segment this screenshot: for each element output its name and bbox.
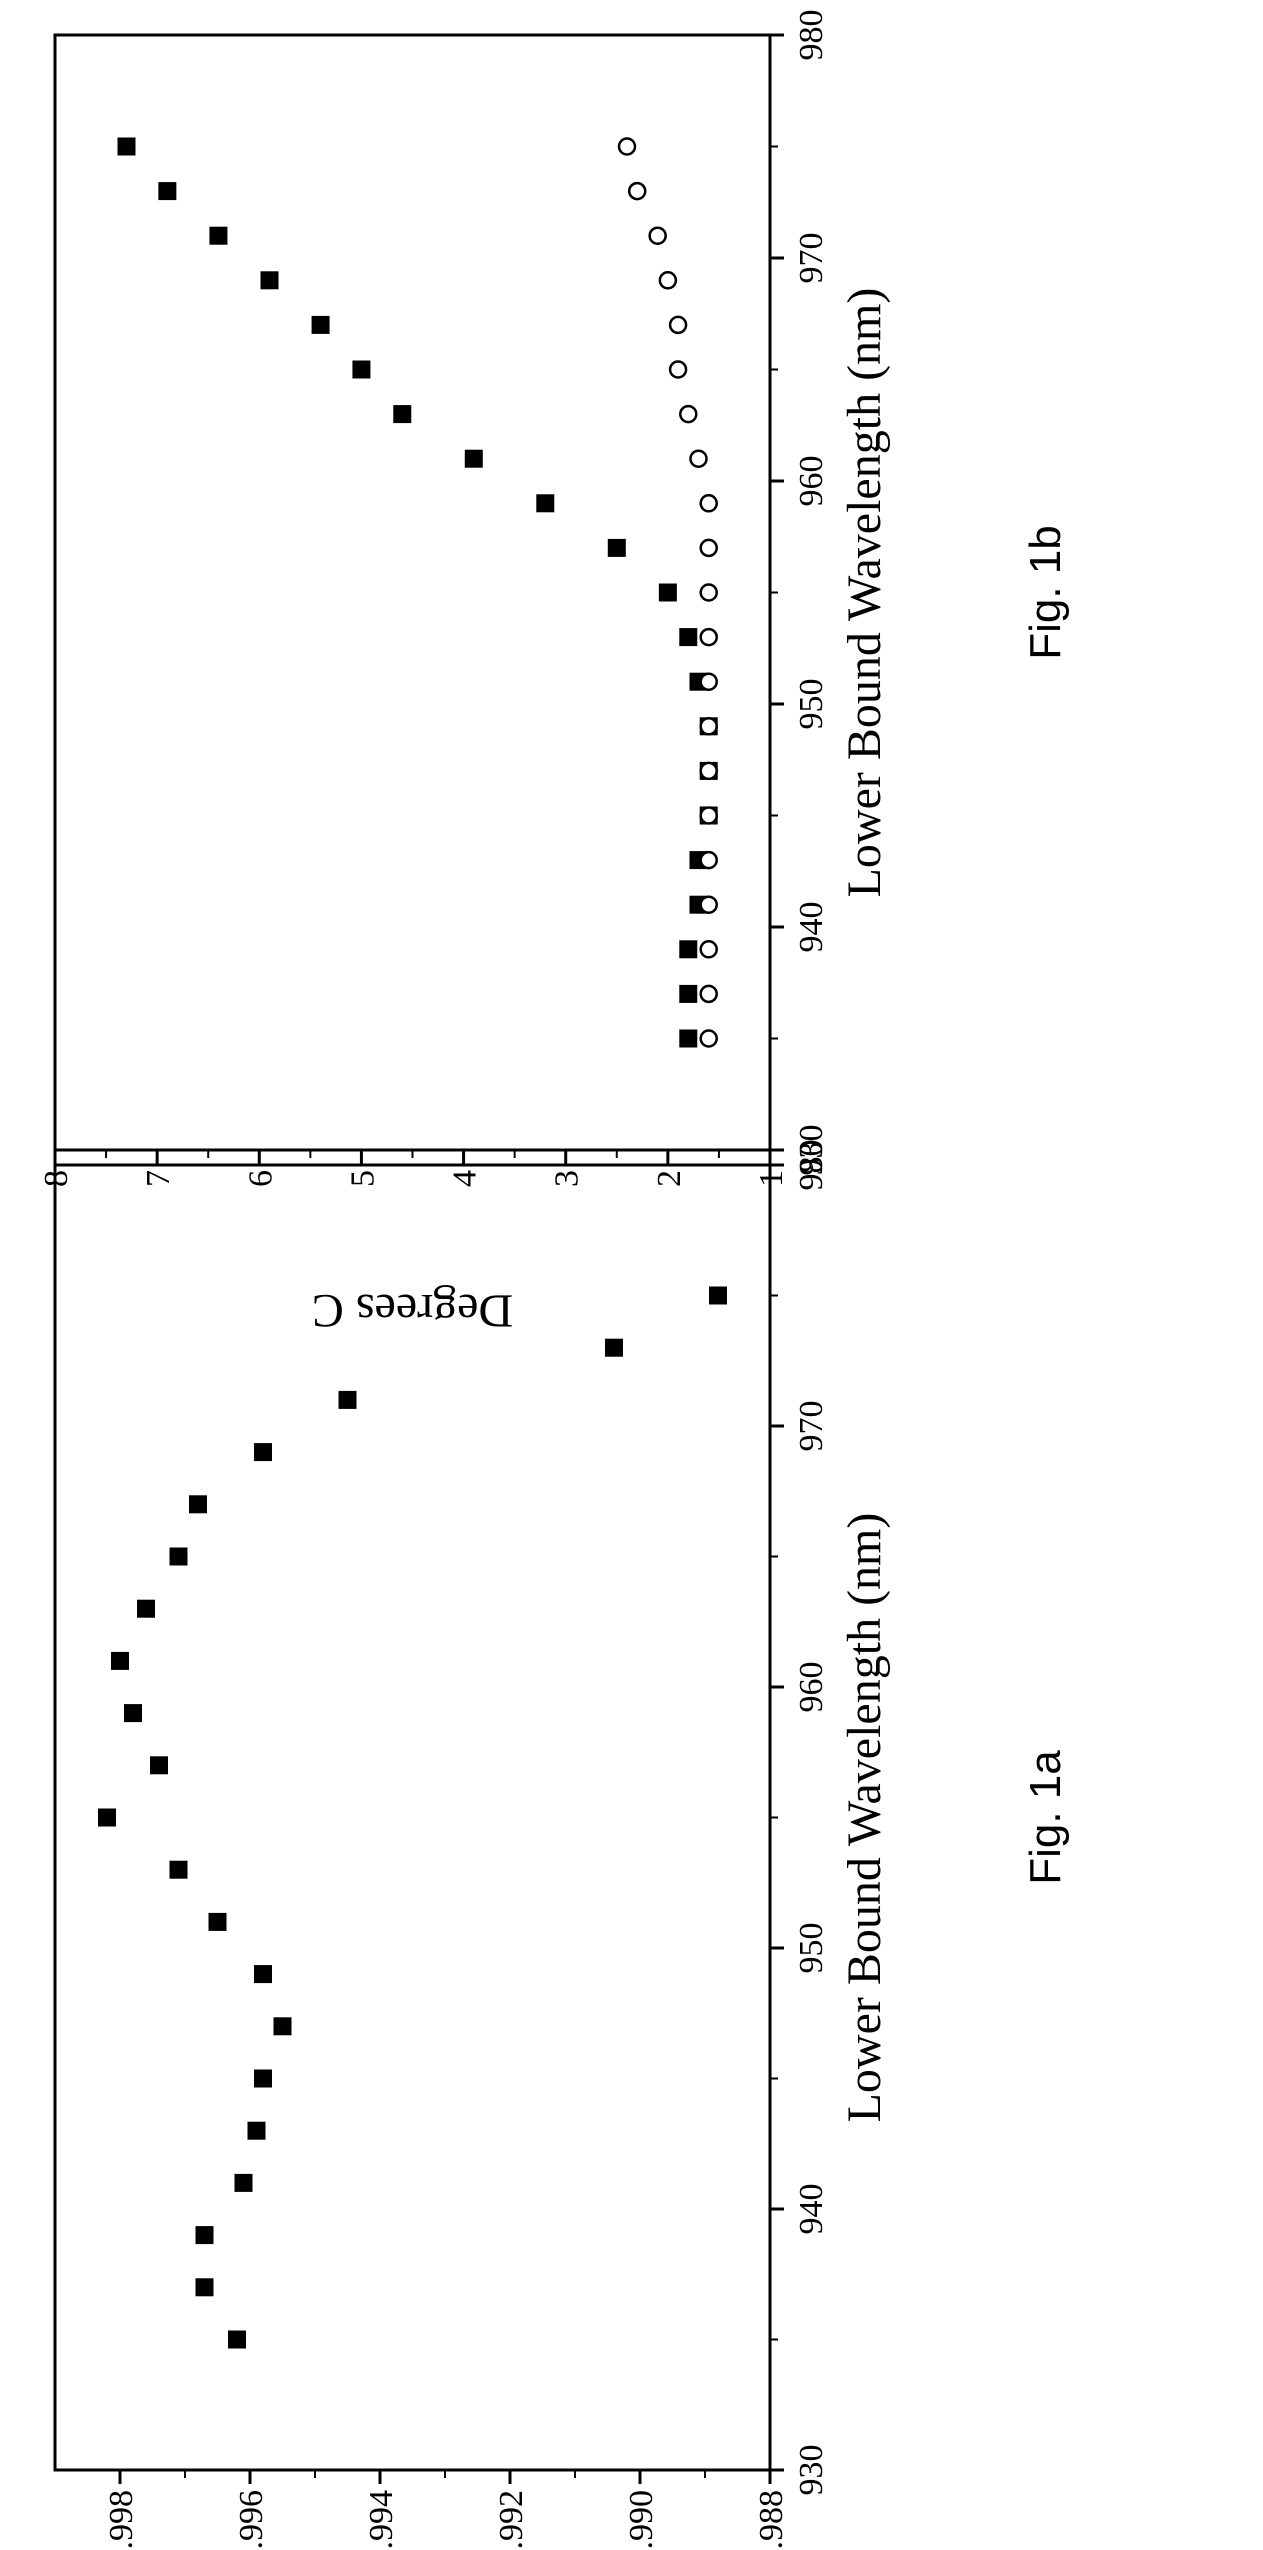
y-tick-label: 7 — [140, 1170, 177, 1187]
data-point-open-circle — [701, 763, 717, 779]
y-tick-label: 0.990 — [623, 2490, 660, 2550]
data-point-filled-square — [209, 227, 227, 245]
data-point-open-circle — [701, 540, 717, 556]
data-point-open-circle — [629, 183, 645, 199]
data-point-filled-square — [150, 1756, 168, 1774]
data-point-open-circle — [701, 941, 717, 957]
data-point-open-circle — [691, 451, 707, 467]
data-point-filled-square — [98, 1809, 116, 1827]
x-axis-title: Lower Bound Wavelength (nm) — [838, 1513, 891, 2123]
data-point-open-circle — [701, 852, 717, 868]
y-tick-label: 3 — [549, 1170, 586, 1187]
plot-frame — [55, 1165, 770, 2470]
data-point-open-circle — [701, 585, 717, 601]
data-point-open-circle — [660, 272, 676, 288]
data-point-open-circle — [701, 495, 717, 511]
data-point-filled-square — [312, 316, 330, 334]
data-point-filled-square — [196, 2226, 214, 2244]
chart-fig-1a: 9309409509609709800.9880.9900.9920.9940.… — [55, 1140, 1070, 2550]
data-point-filled-square — [605, 1339, 623, 1357]
x-tick-label: 950 — [793, 679, 830, 730]
data-point-filled-square — [536, 494, 554, 512]
data-point-open-circle — [701, 674, 717, 690]
x-tick-label: 940 — [793, 902, 830, 953]
data-point-filled-square — [465, 450, 483, 468]
y-tick-label: 5 — [344, 1170, 381, 1187]
x-tick-label: 970 — [793, 233, 830, 284]
data-point-open-circle — [670, 317, 686, 333]
y-tick-label: 8 — [38, 1170, 75, 1187]
data-point-filled-square — [679, 940, 697, 958]
x-axis-title: Lower Bound Wavelength (nm) — [838, 288, 891, 898]
data-point-filled-square — [189, 1495, 207, 1513]
y-tick-label: 6 — [242, 1170, 279, 1187]
data-point-filled-square — [659, 584, 677, 602]
data-point-filled-square — [393, 405, 411, 423]
data-point-filled-square — [170, 1548, 188, 1566]
data-point-filled-square — [254, 2070, 272, 2088]
y-tick-label: 1 — [753, 1170, 790, 1187]
data-point-filled-square — [170, 1861, 188, 1879]
x-tick-label: 970 — [793, 1401, 830, 1452]
x-tick-label: 960 — [793, 1662, 830, 1713]
data-point-open-circle — [701, 1031, 717, 1047]
data-point-filled-square — [261, 271, 279, 289]
x-tick-label: 980 — [793, 10, 830, 61]
data-point-filled-square — [137, 1600, 155, 1618]
data-point-filled-square — [679, 985, 697, 1003]
data-point-filled-square — [274, 2017, 292, 2035]
data-point-open-circle — [701, 718, 717, 734]
y-axis-title: Degrees C — [312, 1284, 513, 1337]
data-point-filled-square — [679, 628, 697, 646]
y-tick-label: 0.988 — [753, 2490, 790, 2550]
data-point-open-circle — [670, 362, 686, 378]
data-point-filled-square — [196, 2278, 214, 2296]
data-point-filled-square — [209, 1913, 227, 1931]
x-tick-label: 930 — [793, 2445, 830, 2496]
data-point-filled-square — [608, 539, 626, 557]
data-point-open-circle — [701, 986, 717, 1002]
y-tick-label: 0.994 — [363, 2490, 400, 2550]
data-point-filled-square — [352, 361, 370, 379]
data-point-filled-square — [124, 1704, 142, 1722]
y-tick-label: 0.998 — [103, 2490, 140, 2550]
y-tick-label: 0.996 — [233, 2490, 270, 2550]
data-point-filled-square — [254, 1443, 272, 1461]
figure-caption: Fig. 1a — [1021, 1750, 1070, 1885]
y-tick-label: 2 — [651, 1170, 688, 1187]
data-point-open-circle — [701, 629, 717, 645]
data-point-filled-square — [111, 1652, 129, 1670]
x-tick-label: 960 — [793, 456, 830, 507]
data-point-open-circle — [701, 897, 717, 913]
data-point-open-circle — [680, 406, 696, 422]
data-point-filled-square — [158, 182, 176, 200]
x-tick-label: 940 — [793, 2184, 830, 2235]
x-tick-label: 930 — [793, 1125, 830, 1176]
y-tick-label: 4 — [447, 1170, 484, 1187]
data-point-filled-square — [228, 2331, 246, 2349]
data-point-open-circle — [701, 808, 717, 824]
data-point-open-circle — [619, 139, 635, 155]
data-point-open-circle — [650, 228, 666, 244]
data-point-filled-square — [118, 138, 136, 156]
chart-fig-1b: 930 940 950 960 970 980 1 2 3 4 5 6 7 8 Lower Bound Wa… — [38, 10, 1070, 1338]
data-point-filled-square — [709, 1287, 727, 1305]
x-tick-label: 950 — [793, 1923, 830, 1974]
data-point-filled-square — [254, 1965, 272, 1983]
data-point-filled-square — [679, 1030, 697, 1048]
y-tick-label: 0.992 — [493, 2490, 530, 2550]
data-point-filled-square — [339, 1391, 357, 1409]
data-point-filled-square — [235, 2174, 253, 2192]
data-point-filled-square — [248, 2122, 266, 2140]
figure-caption: Fig. 1b — [1021, 525, 1070, 660]
